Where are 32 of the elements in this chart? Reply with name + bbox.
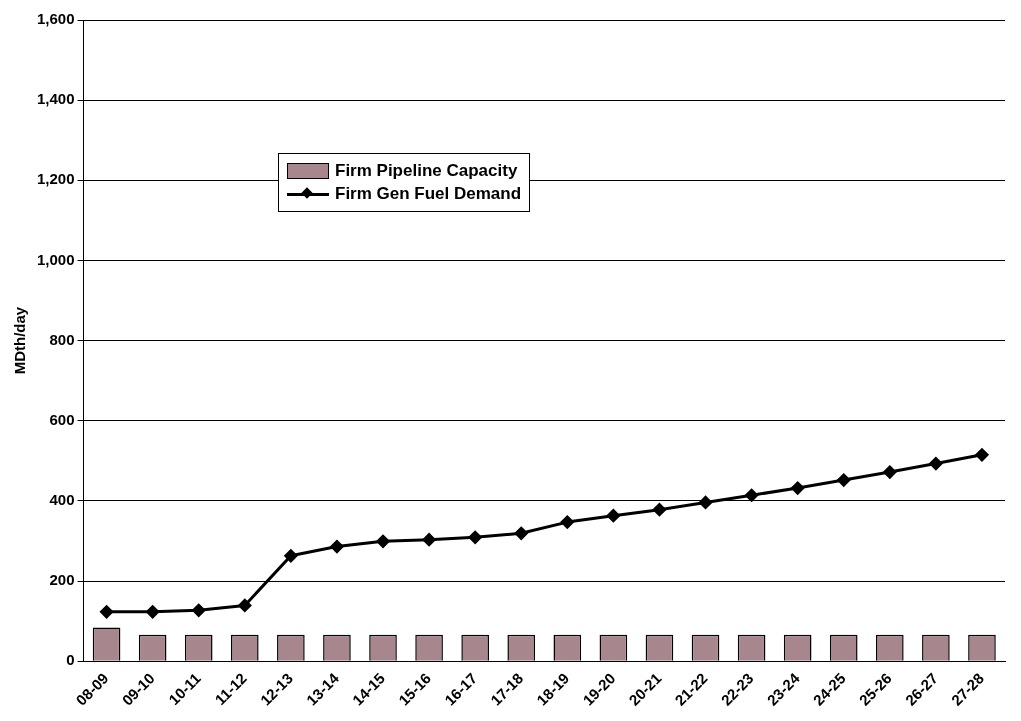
y-tick-label: 200: [49, 571, 75, 589]
y-tick-label: 0: [66, 651, 75, 669]
point: [514, 526, 528, 540]
point: [192, 603, 206, 617]
y-tick-label: 400: [49, 491, 75, 508]
y-tick-label: 1,400: [36, 90, 75, 108]
point: [238, 598, 252, 612]
point: [330, 540, 344, 554]
point: [745, 488, 759, 502]
point: [146, 605, 160, 619]
point: [100, 605, 114, 619]
point: [606, 509, 620, 523]
point: [468, 530, 482, 544]
point: [376, 534, 390, 548]
legend-label: Firm Gen Fuel Demand: [335, 184, 522, 204]
y-tick-label: 800: [49, 330, 75, 348]
y-axis-title: MDth/day: [11, 306, 29, 375]
legend-label: Firm Pipeline Capacity: [335, 161, 518, 181]
point: [560, 515, 574, 529]
point: [975, 448, 989, 462]
point: [652, 503, 666, 517]
point: [791, 481, 805, 495]
y-tick-label: 600: [49, 410, 75, 428]
y-tick-label: 1,000: [36, 250, 75, 268]
point: [699, 495, 713, 509]
point: [883, 465, 897, 479]
point: [284, 549, 298, 563]
point: [422, 533, 436, 547]
y-tick-label: 1,200: [36, 170, 75, 188]
y-tick-label: 1,600: [36, 10, 75, 28]
point: [929, 457, 943, 471]
point: [837, 473, 851, 487]
